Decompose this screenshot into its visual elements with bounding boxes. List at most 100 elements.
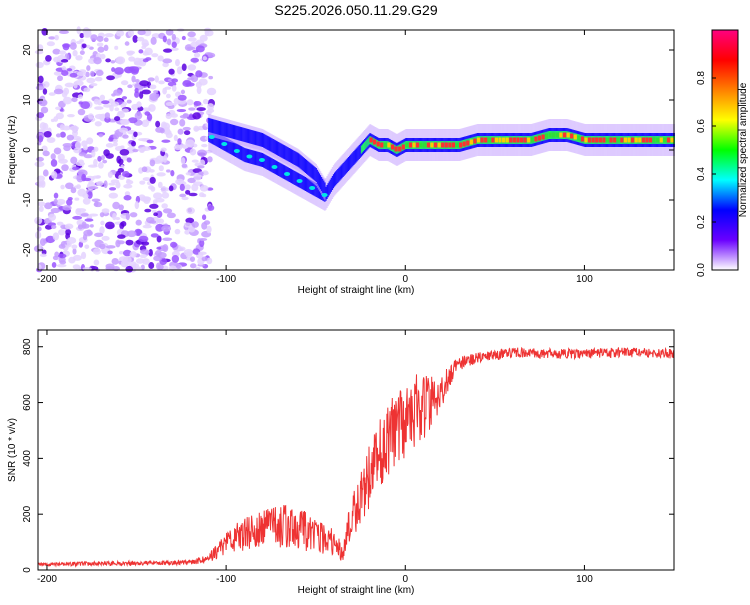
noise-blob <box>114 116 121 122</box>
ridge-band <box>274 140 277 155</box>
noise-blob <box>159 127 165 134</box>
spectrogram-y-label: Frequency (Hz) <box>7 116 18 185</box>
ridge-band <box>268 136 270 151</box>
noise-blob <box>72 49 78 57</box>
ridge-band <box>299 154 301 169</box>
ridge-band <box>326 185 328 199</box>
noise-blob <box>141 39 149 48</box>
noise-blob <box>173 134 178 142</box>
noise-blob <box>106 75 115 81</box>
noise-blob <box>190 41 200 48</box>
ridge-hotspot <box>448 142 452 148</box>
ridge-band <box>273 139 276 154</box>
noise-blob <box>108 182 116 186</box>
ridge-band <box>302 157 305 172</box>
ridge-hotspot <box>373 139 377 145</box>
ridge-band <box>224 122 226 137</box>
noise-blob <box>66 237 77 244</box>
ridge-core <box>655 136 657 144</box>
noise-blob <box>161 139 171 143</box>
noise-blob <box>160 186 167 193</box>
ridge-band <box>255 151 257 166</box>
noise-blob <box>115 181 121 189</box>
snr-series-line <box>37 346 675 568</box>
noise-blob <box>162 48 173 53</box>
colorbar-tick-label: 0.2 <box>696 215 707 229</box>
ridge-band <box>235 125 237 140</box>
ridge-band <box>212 119 214 134</box>
noise-blob <box>188 225 196 233</box>
noise-blob <box>125 212 130 221</box>
noise-blob <box>171 41 177 48</box>
noise-blob <box>58 229 66 236</box>
ridge-hotspot <box>527 137 531 143</box>
x-tick-label: -200 <box>37 574 57 585</box>
noise-blob <box>137 29 146 36</box>
ridge-band <box>344 160 347 175</box>
noise-blob <box>81 140 88 148</box>
noise-blob <box>100 220 105 226</box>
ridge-hotspot <box>394 146 398 152</box>
noise-blob <box>115 239 121 248</box>
noise-blob <box>165 101 174 107</box>
ridge-band <box>253 150 255 165</box>
noise-blob <box>146 139 154 144</box>
ridge-band <box>243 127 245 142</box>
ridge-band <box>295 171 297 186</box>
ridge-band <box>324 182 326 197</box>
noise-blob <box>34 161 45 168</box>
ridge-band <box>259 132 262 147</box>
ridge-hotspot <box>534 136 538 142</box>
ridge-band <box>214 119 216 134</box>
noise-blob <box>162 58 173 64</box>
ridge-core <box>601 136 603 144</box>
noise-blob <box>94 121 102 127</box>
ridge-band <box>311 164 313 179</box>
noise-blob <box>107 171 113 179</box>
noise-blob <box>206 225 212 234</box>
noise-blob <box>187 64 197 71</box>
ridge-band <box>307 160 309 175</box>
noise-blob <box>177 128 184 135</box>
ridge-core <box>375 139 378 148</box>
noise-blob <box>66 134 75 141</box>
ridge-hotspot <box>559 132 563 138</box>
noise-blob <box>189 148 197 156</box>
noise-blob <box>185 217 195 224</box>
ridge-band <box>252 130 254 145</box>
noise-blob <box>168 68 175 75</box>
noise-blob <box>170 118 179 126</box>
noise-blob <box>144 111 151 116</box>
ridge-band <box>294 171 296 185</box>
ridge-hotspot <box>398 146 402 152</box>
noise-blob <box>179 183 185 192</box>
ridge-band <box>333 172 336 187</box>
noise-blob <box>154 75 159 83</box>
noise-blob <box>103 44 109 52</box>
ridge-band <box>267 136 269 150</box>
ridge-hotspot <box>387 142 391 148</box>
ridge-band <box>252 150 254 165</box>
noise-blob <box>74 197 80 201</box>
ridge-hotspot <box>580 136 585 142</box>
ridge-band <box>280 143 282 158</box>
noise-blob <box>179 118 186 127</box>
noise-blob <box>99 243 106 250</box>
ridge-band <box>245 148 248 163</box>
noise-blob <box>185 139 195 148</box>
ridge-band <box>229 124 231 138</box>
noise-blob <box>161 225 172 232</box>
noise-blob <box>111 257 119 265</box>
noise-blob <box>148 185 154 190</box>
noise-blob <box>150 233 159 238</box>
noise-blob <box>77 108 86 116</box>
noise-blob <box>121 108 129 113</box>
noise-blob <box>104 33 114 38</box>
ridge-core <box>504 136 507 144</box>
noise-blob <box>38 205 44 213</box>
noise-blob <box>141 146 152 151</box>
ridge-band <box>227 123 229 138</box>
noise-blob <box>73 147 82 154</box>
noise-blob <box>93 56 102 65</box>
noise-blob <box>54 34 59 41</box>
